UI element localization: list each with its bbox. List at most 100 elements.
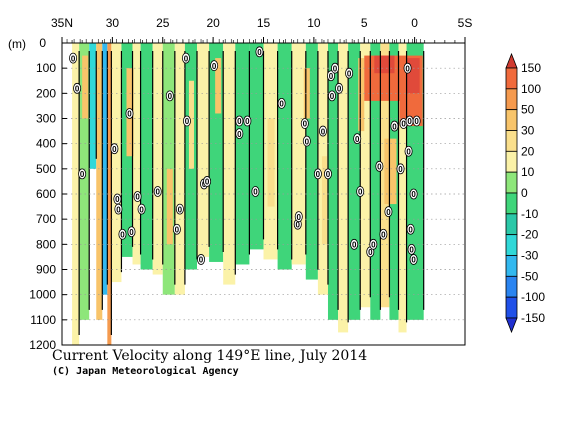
svg-text:0: 0 [115, 195, 120, 204]
velocity-patch [82, 55, 89, 119]
svg-text:0: 0 [296, 220, 301, 229]
zero-contour-label: 0 [405, 115, 414, 127]
svg-text:0: 0 [253, 188, 258, 197]
zero-contour-label: 0 [350, 238, 359, 250]
velocity-band [348, 43, 361, 320]
copyright-credit: (C) Japan Meteorological Agency [52, 365, 239, 377]
zero-contour-label: 0 [369, 238, 378, 250]
zero-contour-label: 0 [390, 120, 399, 132]
svg-text:0: 0 [212, 62, 217, 71]
svg-text:0: 0 [139, 205, 144, 214]
velocity-patch [303, 68, 310, 119]
zero-contour-label: 0 [353, 133, 362, 145]
svg-text:0: 0 [305, 137, 310, 146]
depth-tick-label: 100 [36, 61, 56, 75]
zero-contour-label: 0 [331, 62, 340, 74]
svg-text:0: 0 [127, 110, 132, 119]
latitude-tick-label: 30 [106, 16, 120, 30]
latitude-tick-label: 0 [411, 16, 418, 30]
svg-text:0: 0 [135, 193, 140, 202]
svg-text:0: 0 [199, 256, 204, 265]
svg-text:0: 0 [371, 241, 376, 250]
zero-contour-label: 0 [313, 168, 322, 180]
zero-contour-label: 0 [356, 186, 365, 197]
zero-contour-label: 0 [302, 135, 311, 147]
zero-contour-label: 0 [300, 118, 309, 129]
svg-text:0: 0 [411, 190, 416, 199]
zero-contour-label: 0 [375, 160, 384, 172]
velocity-band [338, 43, 349, 333]
zero-contour-label: 0 [294, 211, 303, 223]
latitude-tick-label: 20 [206, 16, 220, 30]
svg-text:0: 0 [175, 225, 180, 234]
svg-text:0: 0 [321, 127, 326, 136]
zero-contour-label: 0 [210, 60, 219, 72]
zero-contour-label: 0 [165, 90, 174, 102]
svg-text:0: 0 [178, 205, 183, 214]
depth-tick-label: 600 [36, 187, 56, 201]
velocity-band [96, 43, 103, 320]
svg-text:0: 0 [297, 213, 302, 222]
zero-contour-label: 0 [153, 186, 162, 197]
zero-contour-label: 0 [114, 203, 123, 215]
zero-contour-label: 0 [406, 223, 415, 235]
colorbar-label: 30 [521, 124, 535, 138]
depth-tick-label: 1200 [29, 338, 56, 352]
latitude-tick-label: 35N [51, 16, 73, 30]
zero-contour-label: 0 [235, 115, 244, 127]
svg-text:0: 0 [398, 165, 403, 174]
zero-contour-label: 0 [327, 70, 336, 82]
velocity-band [223, 43, 236, 285]
svg-text:0: 0 [401, 120, 406, 129]
svg-text:0: 0 [112, 145, 117, 154]
colorbar-swatch [505, 192, 518, 215]
zero-contour-label: 0 [335, 82, 344, 94]
svg-text:0: 0 [257, 48, 262, 57]
svg-text:0: 0 [75, 85, 80, 94]
latitude-axis: 35N 30 25 20 15 10 5 0 5S [51, 16, 472, 43]
depth-tick-label: 0 [39, 36, 46, 50]
colorbar-label: -10 [521, 207, 539, 221]
velocity-band [398, 43, 407, 333]
colorbar-label: 150 [521, 61, 541, 75]
zero-contour-label: 0 [277, 98, 286, 109]
svg-text:0: 0 [326, 170, 331, 179]
velocity-band [370, 43, 381, 320]
velocity-band [327, 43, 339, 320]
zero-contour-label: 0 [110, 143, 119, 155]
svg-text:0: 0 [368, 248, 373, 257]
svg-text:0: 0 [245, 117, 250, 126]
zero-contour-label: 0 [396, 163, 405, 175]
velocity-band [79, 43, 90, 320]
depth-tick-label: 400 [36, 137, 56, 151]
svg-text:0: 0 [347, 69, 352, 78]
colorbar-swatch [505, 88, 518, 111]
colorbar-swatch [505, 296, 518, 319]
depth-tick-label: 200 [36, 86, 56, 100]
colorbar-label: 0 [521, 186, 528, 200]
velocity-patch [384, 138, 397, 205]
svg-text:0: 0 [330, 92, 335, 101]
svg-text:0: 0 [279, 100, 284, 109]
zero-contour-label: 0 [404, 145, 413, 157]
svg-text:0: 0 [80, 170, 85, 179]
svg-text:0: 0 [409, 246, 414, 255]
velocity-band [89, 43, 97, 169]
zero-contour-label: 0 [127, 226, 136, 238]
zero-contour-label: 0 [403, 62, 412, 74]
depth-tick-label: 1100 [30, 313, 56, 327]
zero-contour-label: 0 [251, 186, 260, 197]
zero-contour-label: 0 [137, 203, 146, 215]
colorbar-label: 50 [521, 103, 535, 117]
zero-contour-label: 0 [243, 115, 252, 127]
svg-text:0: 0 [337, 85, 342, 94]
colorbar-swatch [505, 67, 518, 90]
depth-tick-label: 900 [36, 263, 56, 277]
depth-tick-label: 1000 [29, 288, 56, 302]
colorbar-label: 100 [521, 82, 541, 96]
velocity-patch [267, 118, 275, 207]
velocity-band [152, 43, 163, 275]
colorbar-swatch [505, 234, 518, 256]
colorbar-swatch [505, 255, 518, 277]
